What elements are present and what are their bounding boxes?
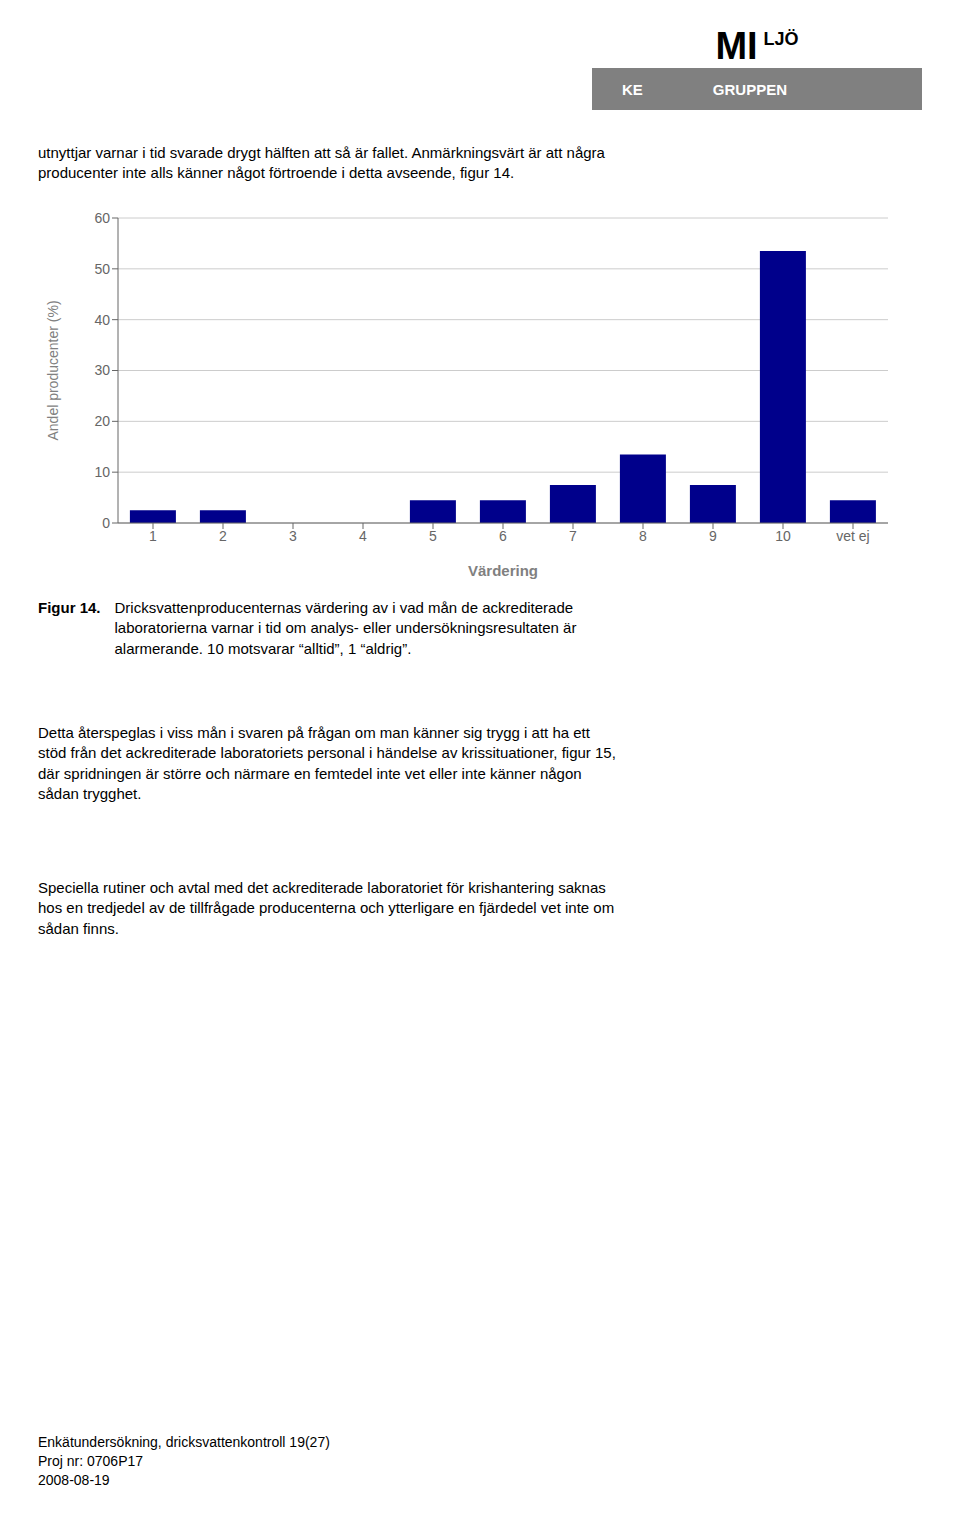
svg-text:4: 4 (359, 528, 367, 544)
svg-text:8: 8 (639, 528, 647, 544)
html-text:Proj nr: 0706P17: Proj nr: 0706P17 (38, 1452, 144, 1469)
html-text:Dricksvattenproducenternas vär: Dricksvattenproducenternas värdering av … (114, 599, 577, 657)
html-text:2008-08-19: 2008-08-19 (38, 1471, 110, 1488)
html-text:producenter inte alls känner n: producenter inte alls känner något förtr… (38, 164, 515, 182)
html-text:KE: KE (622, 80, 643, 98)
svg-text:3: 3 (289, 528, 297, 544)
svg-text:9: 9 (709, 528, 717, 544)
svg-text:Värdering: Värdering (468, 562, 538, 579)
svg-text:6: 6 (499, 528, 507, 544)
html-text:utnyttjar varnar i tid svarade: utnyttjar varnar i tid svarade drygt häl… (38, 144, 605, 161)
svg-text:10: 10 (775, 528, 791, 544)
svg-text:7: 7 (569, 528, 577, 544)
svg-text:0: 0 (102, 515, 110, 531)
svg-text:10: 10 (94, 464, 110, 480)
svg-text:50: 50 (94, 261, 110, 277)
svg-text:30: 30 (94, 362, 110, 378)
svg-text:5: 5 (429, 528, 437, 544)
html-text:GRUPPEN: GRUPPEN (712, 80, 787, 98)
svg-text:Andel producenter (%): Andel producenter (%) (45, 300, 61, 440)
svg-text:20: 20 (94, 413, 110, 429)
svg-text:40: 40 (94, 312, 110, 328)
html-text:Figur 14.: Figur 14. (38, 599, 101, 616)
html-text:Enkätundersökning, dricksvatte: Enkätundersökning, dricksvattenkontroll … (38, 1434, 330, 1450)
svg-text:vet ej: vet ej (836, 528, 869, 544)
svg-text:60: 60 (94, 210, 110, 226)
html-text:MI: MI (715, 25, 758, 67)
html-text:Detta återspeglas i viss mån i: Detta återspeglas i viss mån i svaren på… (38, 724, 616, 802)
svg-text:1: 1 (149, 528, 157, 544)
html-text:LJÖ: LJÖ (763, 29, 799, 49)
svg-text:2: 2 (219, 528, 227, 544)
html-text:Speciella rutiner och avtal me: Speciella rutiner och avtal med det ackr… (38, 879, 615, 937)
